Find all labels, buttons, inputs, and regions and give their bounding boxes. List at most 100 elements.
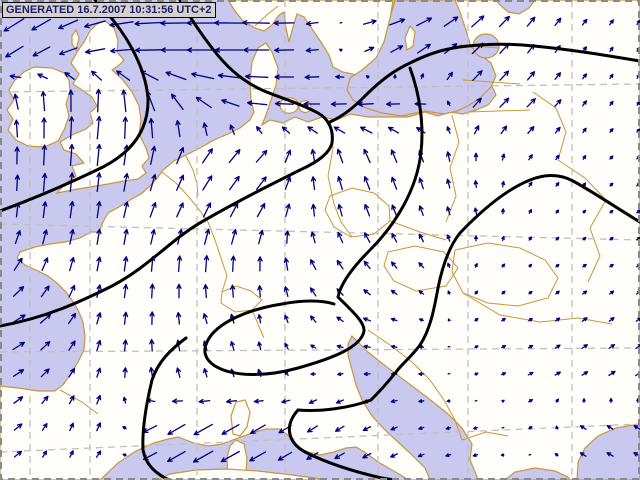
wind-arrow — [582, 236, 587, 241]
wind-arrow — [579, 452, 587, 457]
wind-arrow — [609, 182, 614, 187]
wind-arrow — [203, 283, 209, 299]
wind-arrow — [555, 290, 560, 295]
wind-arrow — [160, 47, 190, 53]
isoline-east-arch-adriatic — [287, 174, 640, 480]
wind-arrow — [554, 344, 561, 349]
wind-arrow — [96, 312, 102, 325]
sea-aegean-sea — [504, 467, 571, 480]
wind-arrow — [447, 262, 451, 269]
wind-arrow — [554, 72, 562, 80]
wind-arrow — [390, 453, 398, 458]
wind-arrow — [310, 176, 317, 191]
wind-arrow — [32, 46, 51, 57]
wind-arrow — [473, 426, 478, 430]
country-border-21 — [587, 199, 607, 283]
wind-arrow — [608, 370, 616, 377]
wind-arrow — [579, 425, 587, 430]
wind-arrow — [42, 450, 48, 458]
isoline-channel-denmark-hook — [0, 0, 334, 328]
wind-arrow — [96, 394, 102, 405]
wind-arrow — [69, 200, 75, 219]
wind-arrow — [582, 127, 587, 134]
wind-arrow — [201, 148, 213, 164]
wind-arrow — [365, 75, 370, 79]
country-border-9 — [445, 114, 460, 223]
wind-arrow — [13, 93, 19, 110]
wind-arrow — [608, 317, 615, 322]
wind-arrow — [167, 450, 186, 463]
wind-arrow — [581, 317, 588, 322]
wind-arrow — [122, 453, 127, 457]
wind-arrow — [303, 101, 321, 107]
wind-arrow — [447, 372, 451, 375]
wind-arrow — [527, 126, 535, 134]
wind-arrow — [191, 72, 215, 80]
wind-arrow — [109, 21, 134, 28]
wind-arrow — [68, 116, 75, 140]
wind-arrow — [472, 97, 482, 108]
wind-arrow — [528, 426, 533, 430]
isoline-baltic-arc — [328, 42, 640, 124]
wind-arrow — [608, 343, 616, 349]
wind-arrow — [446, 71, 454, 81]
wind-arrow — [337, 203, 343, 217]
wind-arrow — [554, 317, 561, 322]
wind-arrow — [527, 371, 534, 376]
wind-arrow — [203, 255, 210, 273]
wind-arrow — [96, 256, 102, 272]
wind-arrow — [96, 143, 102, 166]
wind-arrow — [310, 259, 317, 271]
wind-arrow — [84, 20, 106, 29]
wind-arrow — [134, 47, 162, 53]
wind-arrow — [474, 317, 479, 322]
wind-arrow — [310, 372, 317, 376]
wind-arrow — [253, 398, 264, 404]
wind-arrow — [554, 371, 561, 376]
wind-arrow — [277, 451, 293, 461]
wind-arrow — [418, 426, 425, 431]
wind-arrow — [249, 451, 267, 462]
wind-arrow — [186, 47, 217, 53]
wind-arrow — [228, 149, 241, 164]
wind-arrow — [14, 230, 22, 245]
wind-arrow — [284, 314, 289, 324]
wind-arrow — [330, 101, 347, 107]
wind-arrow — [256, 126, 263, 134]
wind-arrow — [363, 176, 371, 191]
wind-arrow — [217, 73, 242, 79]
wind-arrow — [41, 117, 47, 139]
country-border-11 — [451, 242, 559, 307]
wind-arrow — [609, 19, 614, 26]
wind-arrow — [474, 263, 478, 268]
wind-arrow — [555, 263, 560, 268]
wind-arrow — [40, 285, 50, 298]
wind-arrow — [555, 398, 560, 403]
wind-arrow — [150, 228, 156, 245]
wind-arrow — [68, 367, 76, 378]
wind-arrow — [334, 425, 345, 432]
wind-arrow — [334, 452, 345, 460]
wind-arrow — [12, 369, 25, 377]
country-border-20 — [557, 159, 607, 201]
wind-arrow — [446, 399, 451, 403]
wind-arrow — [446, 206, 451, 216]
wind-arrow — [335, 74, 345, 80]
country-border-1 — [185, 155, 199, 197]
country-border-7 — [340, 221, 353, 238]
wind-arrow — [96, 228, 102, 245]
wind-arrow — [309, 287, 317, 297]
wind-arrow — [202, 175, 213, 191]
wind-arrow — [363, 289, 371, 296]
wind-arrow — [474, 235, 478, 242]
wind-arrow — [390, 289, 398, 296]
wind-arrow — [526, 71, 536, 81]
wind-arrow — [363, 148, 371, 164]
wind-arrow — [225, 398, 238, 404]
wind-arrow — [363, 260, 371, 270]
wind-arrow — [273, 20, 295, 26]
